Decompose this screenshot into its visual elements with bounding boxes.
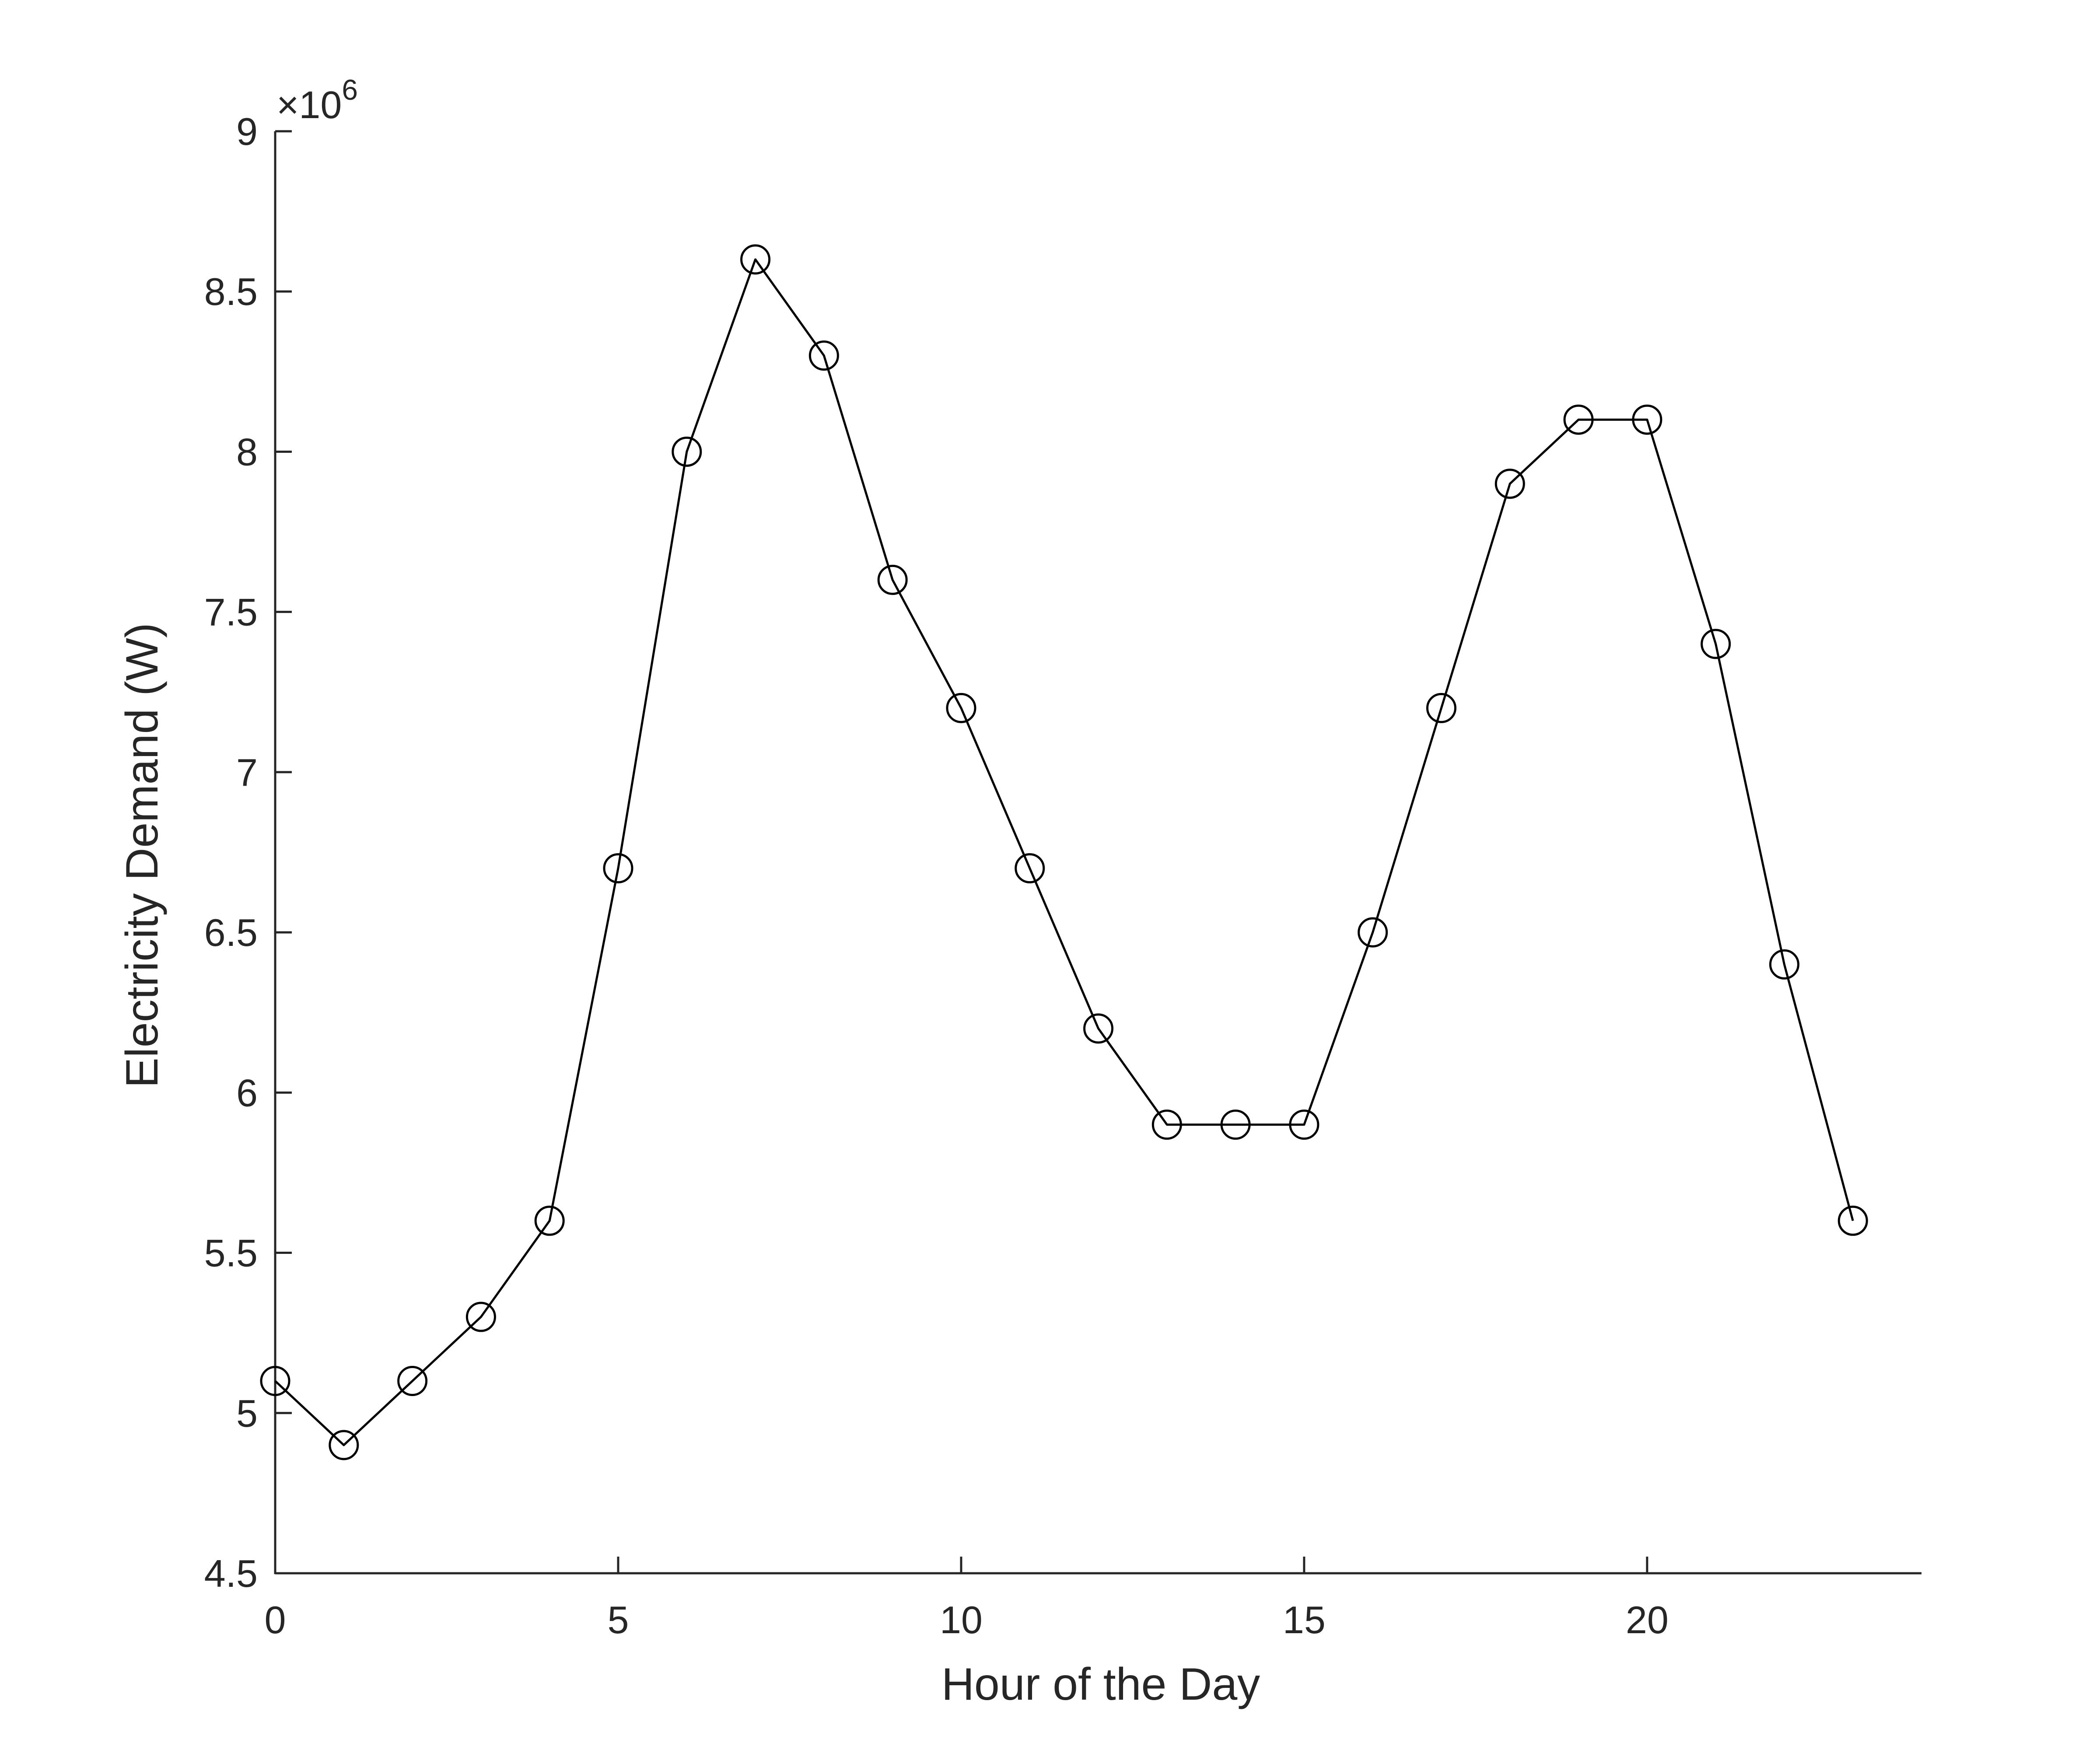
data-point-marker bbox=[1358, 917, 1388, 948]
data-point-marker bbox=[1838, 1205, 1868, 1236]
data-series bbox=[260, 244, 1868, 1460]
x-tick-label: 5 bbox=[607, 1598, 629, 1642]
y-tick-label: 5 bbox=[236, 1392, 258, 1435]
data-point-marker bbox=[808, 340, 839, 371]
data-point-marker bbox=[1701, 629, 1731, 659]
y-exponent-power: 6 bbox=[342, 74, 358, 106]
x-tick-label: 0 bbox=[265, 1598, 286, 1642]
data-point-marker bbox=[1220, 1110, 1251, 1140]
data-point-marker bbox=[329, 1430, 359, 1460]
y-tick-label: 8 bbox=[236, 430, 258, 473]
data-point-marker bbox=[397, 1366, 428, 1396]
data-point-marker bbox=[1426, 693, 1456, 723]
y-tick-label: 7 bbox=[236, 751, 258, 794]
data-point-marker bbox=[946, 693, 976, 723]
data-point-marker bbox=[672, 436, 702, 467]
y-tick-label: 6 bbox=[236, 1071, 258, 1114]
data-point-marker bbox=[603, 853, 634, 884]
x-tick-label: 10 bbox=[940, 1598, 983, 1642]
data-point-marker bbox=[1083, 1013, 1113, 1044]
y-axis-exponent: ×106 bbox=[276, 74, 358, 126]
x-tick-label: 15 bbox=[1283, 1598, 1326, 1642]
y-exponent-base: ×10 bbox=[276, 83, 342, 126]
data-point-marker bbox=[1015, 853, 1045, 884]
data-point-marker bbox=[466, 1302, 496, 1332]
data-point-marker bbox=[1632, 404, 1662, 435]
series-line bbox=[274, 258, 1854, 1446]
x-tick-label: 20 bbox=[1626, 1598, 1669, 1642]
data-point-marker bbox=[1289, 1110, 1320, 1140]
data-point-marker bbox=[260, 1366, 290, 1396]
y-tick-label: 9 bbox=[236, 110, 258, 153]
data-point-marker bbox=[740, 244, 771, 275]
y-tick-label: 7.5 bbox=[204, 591, 258, 634]
x-axis-ticks: 0 5 10 15 20 bbox=[265, 1557, 1669, 1642]
axes bbox=[274, 131, 1922, 1575]
y-axis-label: Electricity Demand (W) bbox=[117, 623, 168, 1088]
data-point-marker bbox=[1769, 949, 1799, 980]
y-tick-label: 6.5 bbox=[204, 911, 258, 954]
data-point-marker bbox=[877, 564, 908, 595]
data-point-marker bbox=[534, 1205, 565, 1236]
y-tick-label: 5.5 bbox=[204, 1232, 258, 1275]
x-axis-label: Hour of the Day bbox=[942, 1659, 1260, 1710]
y-tick-label: 8.5 bbox=[204, 270, 258, 313]
data-point-marker bbox=[1152, 1110, 1182, 1140]
data-point-marker bbox=[1563, 404, 1594, 435]
y-axis-ticks: 4.5 5 5.5 6 6.5 7 7.5 8 8.5 9 bbox=[204, 110, 292, 1595]
y-tick-label: 4.5 bbox=[204, 1552, 258, 1595]
data-point-marker bbox=[1494, 469, 1525, 499]
